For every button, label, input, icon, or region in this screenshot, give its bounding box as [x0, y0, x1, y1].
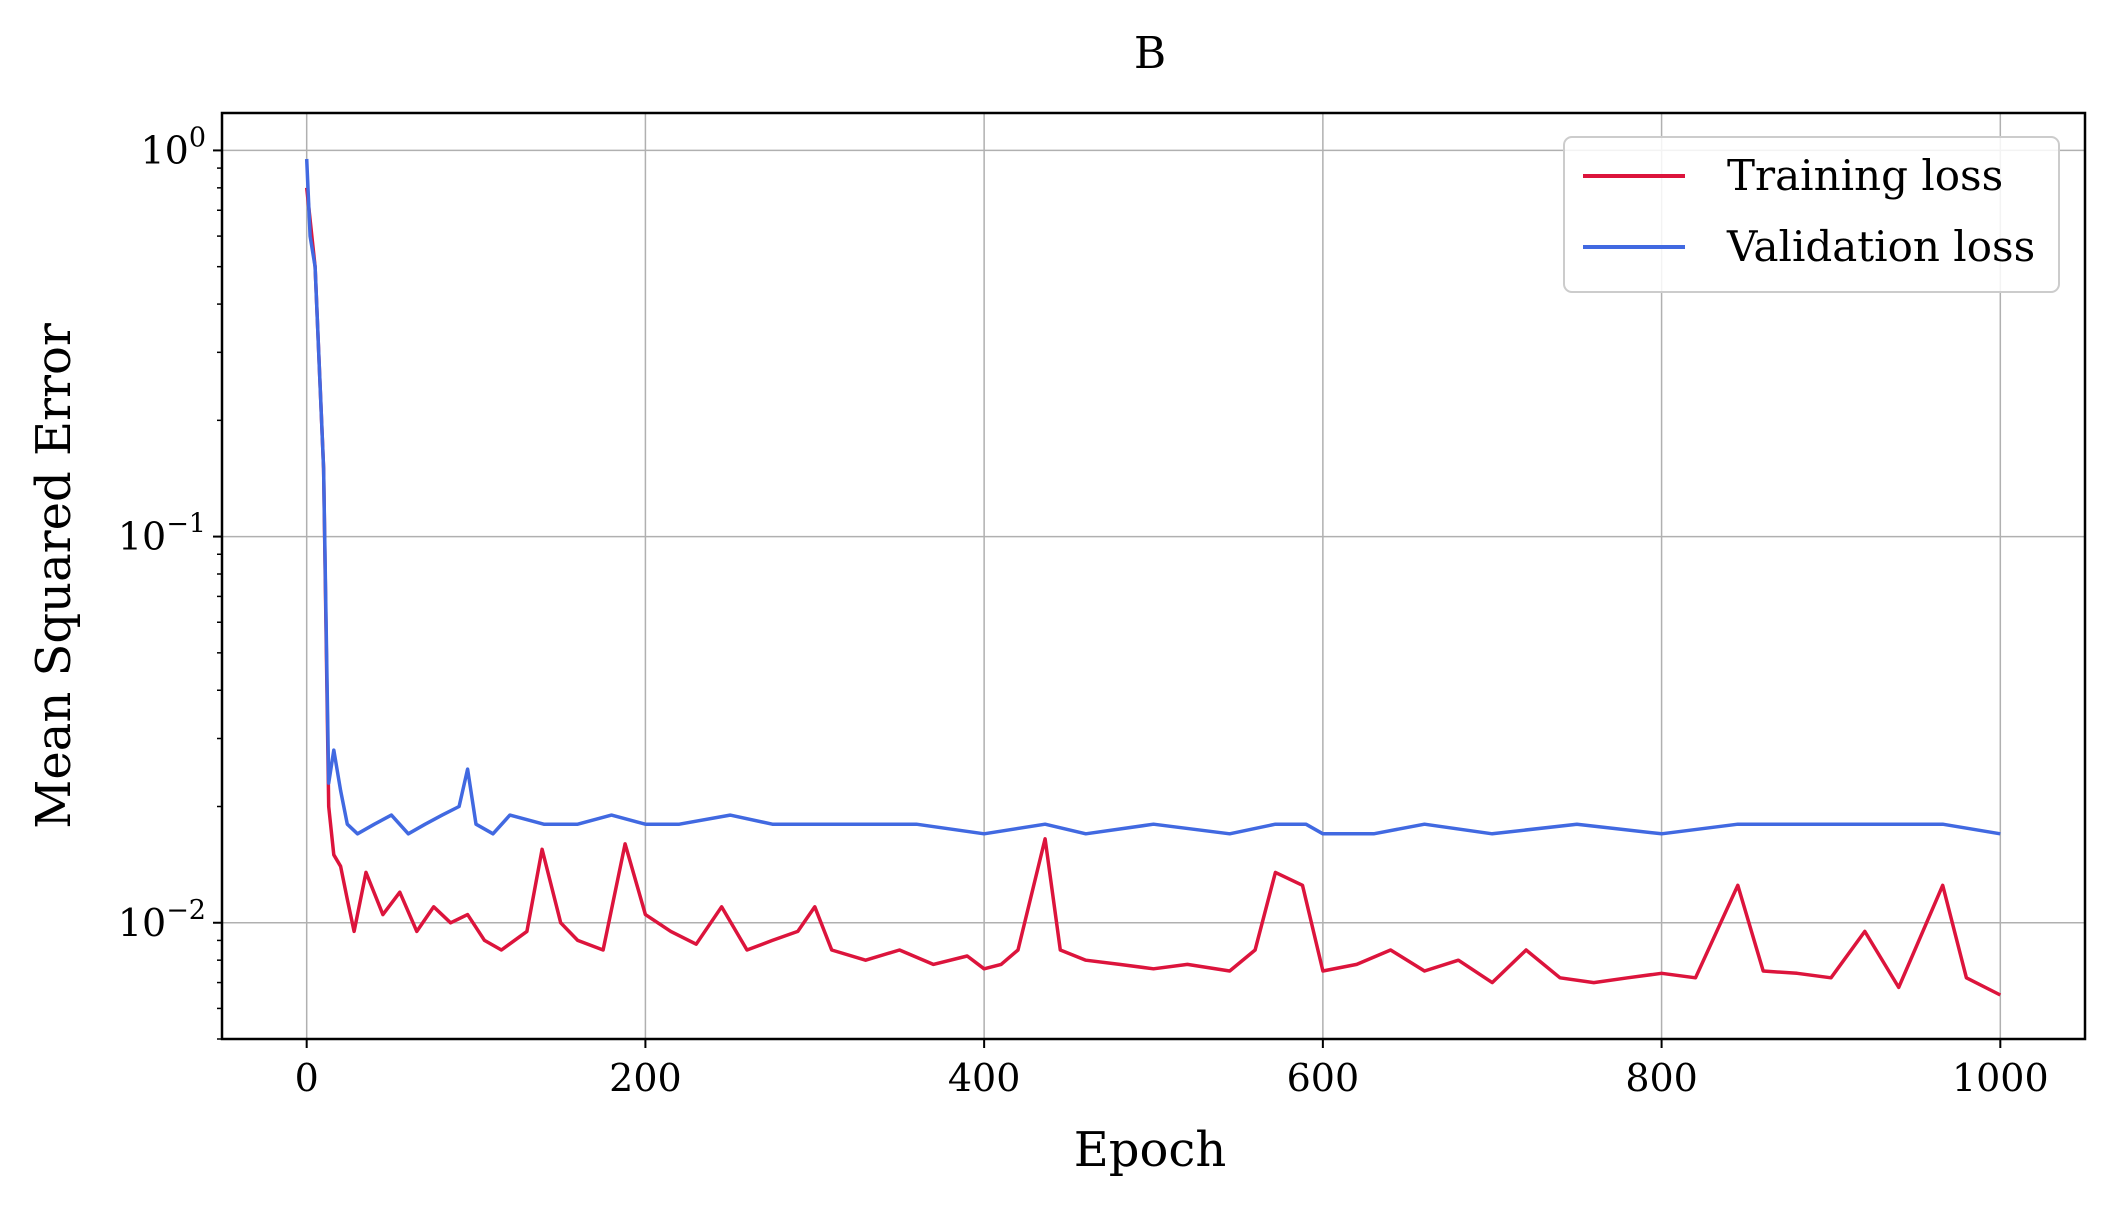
x-axis-ticks: 0 200 400 600 800 1000 — [295, 1039, 2049, 1100]
legend-label-training: Training loss — [1727, 151, 2003, 200]
x-tick-label: 400 — [948, 1056, 1021, 1100]
x-tick-label: 600 — [1287, 1056, 1360, 1100]
legend-box — [1563, 136, 2060, 293]
validation-loss-line — [304, 158, 2001, 836]
legend: Training loss Validation loss — [1563, 136, 2060, 293]
y-axis-ticks: 100 10−1 10−2 — [118, 122, 222, 1040]
y-tick-label: 10−2 — [118, 895, 206, 945]
x-tick-label: 800 — [1625, 1056, 1698, 1100]
plot-frame — [220, 111, 2087, 1041]
y-tick-label: 100 — [140, 122, 206, 172]
y-tick-label: 10−1 — [118, 509, 206, 559]
training-loss-line — [304, 187, 2002, 997]
legend-label-validation: Validation loss — [1726, 222, 2035, 271]
x-tick-label: 0 — [295, 1056, 319, 1100]
series-lines — [304, 158, 2002, 997]
x-axis-label: Epoch — [1074, 1122, 1226, 1178]
chart-title: B — [1134, 28, 1166, 79]
x-tick-label: 1000 — [1952, 1056, 2049, 1100]
y-axis-label: Mean Squared Error — [26, 323, 82, 829]
x-tick-label: 200 — [609, 1056, 682, 1100]
